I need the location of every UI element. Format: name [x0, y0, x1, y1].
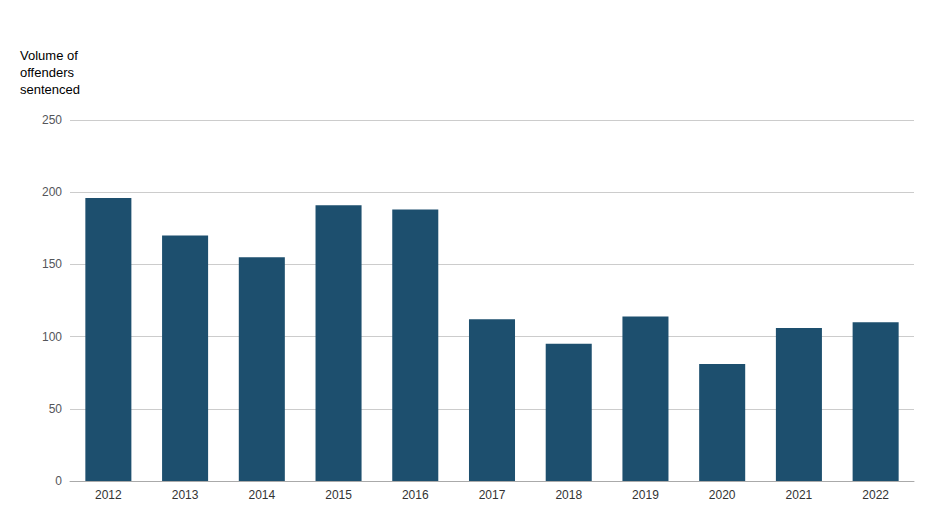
- svg-text:sentenced: sentenced: [20, 82, 80, 97]
- svg-text:2015: 2015: [325, 488, 352, 502]
- svg-text:2012: 2012: [95, 488, 122, 502]
- svg-text:2019: 2019: [632, 488, 659, 502]
- svg-text:150: 150: [42, 257, 62, 271]
- svg-text:50: 50: [49, 402, 63, 416]
- svg-text:2013: 2013: [172, 488, 199, 502]
- svg-text:200: 200: [42, 185, 62, 199]
- svg-text:100: 100: [42, 330, 62, 344]
- svg-text:2018: 2018: [555, 488, 582, 502]
- svg-text:0: 0: [55, 474, 62, 488]
- svg-text:250: 250: [42, 113, 62, 127]
- svg-text:2022: 2022: [862, 488, 889, 502]
- svg-text:2017: 2017: [479, 488, 506, 502]
- svg-text:2014: 2014: [248, 488, 275, 502]
- svg-text:2016: 2016: [402, 488, 429, 502]
- svg-text:offenders: offenders: [20, 65, 74, 80]
- svg-text:2020: 2020: [709, 488, 736, 502]
- svg-text:2021: 2021: [786, 488, 813, 502]
- svg-text:Volume of: Volume of: [20, 48, 78, 63]
